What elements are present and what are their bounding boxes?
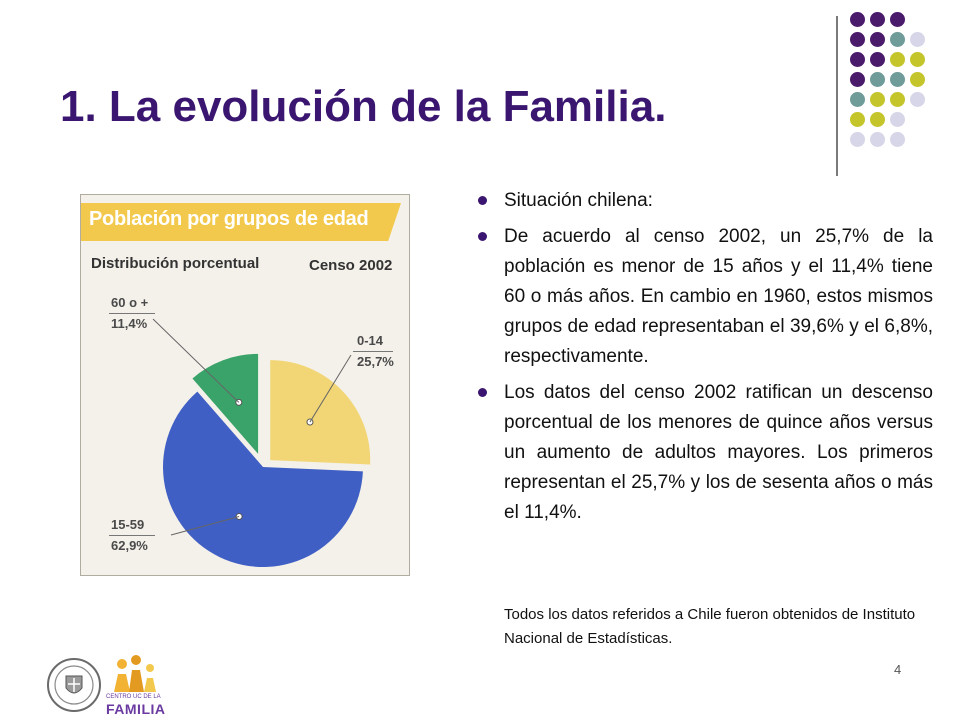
bullet-item: Situación chilena:: [478, 186, 933, 216]
bullet-item: Los datos del censo 2002 ratifican un de…: [478, 378, 933, 528]
slice-label-15-59: 15-59 62,9%: [109, 517, 155, 553]
purple-dot: [890, 12, 905, 27]
label-rule: [109, 535, 155, 536]
pie-chart-card: Población por grupos de edad Distribució…: [80, 194, 410, 576]
lavender-dot: [910, 32, 925, 47]
bullet-icon: [478, 232, 487, 241]
slice-value-15-59: 62,9%: [111, 538, 148, 553]
teal-dot: [870, 72, 885, 87]
slice-leader-line: [309, 354, 352, 423]
olive-dot: [910, 52, 925, 67]
bullet-text: De acuerdo al censo 2002, un 25,7% de la…: [504, 226, 933, 367]
slice-marker: [306, 418, 314, 426]
lavender-dot: [850, 132, 865, 147]
chart-subtitle: Distribución porcentual: [91, 255, 260, 272]
lavender-dot: [870, 132, 885, 147]
source-note: Todos los datos referidos a Chile fueron…: [504, 606, 916, 647]
pie-slice-0-14: [270, 360, 371, 465]
slice-category-60-plus: 60 o +: [111, 295, 149, 310]
olive-dot: [890, 92, 905, 107]
teal-dot: [890, 72, 905, 87]
label-rule: [353, 351, 393, 352]
olive-dot: [910, 72, 925, 87]
purple-dot: [850, 52, 865, 67]
slice-value-0-14: 25,7%: [357, 354, 394, 369]
purple-dot: [850, 12, 865, 27]
pie-chart: [152, 318, 371, 567]
chart-title: Población por grupos de edad: [89, 208, 369, 230]
purple-dot: [870, 32, 885, 47]
slice-label-60-plus: 60 o + 11,4%: [109, 295, 155, 331]
purple-dot: [850, 32, 865, 47]
olive-dot: [850, 112, 865, 127]
page-number: 4: [894, 662, 902, 677]
slice-category-0-14: 0-14: [357, 333, 384, 348]
chart-banner: Población por grupos de edad: [81, 203, 401, 241]
lavender-dot: [890, 112, 905, 127]
olive-dot: [870, 112, 885, 127]
university-seal-logo: [47, 658, 101, 712]
logo-caption: CENTRO UC DE LA: [106, 694, 161, 700]
teal-dot: [890, 32, 905, 47]
logo-wordmark: FAMILIA: [106, 701, 166, 717]
slice-leader-line: [152, 318, 240, 403]
pie-slice-60-plus: [192, 353, 259, 454]
purple-dot: [850, 72, 865, 87]
lavender-dot: [890, 132, 905, 147]
teal-dot: [850, 92, 865, 107]
purple-dot: [870, 12, 885, 27]
slide-title: 1. La evolución de la Familia.: [60, 82, 667, 131]
lavender-dot: [910, 92, 925, 107]
label-rule: [109, 313, 155, 314]
content-bullets: Situación chilena: De acuerdo al censo 2…: [478, 186, 933, 534]
slice-leader-line: [170, 516, 240, 536]
decorative-dot-grid: [850, 12, 956, 158]
slice-label-0-14: 0-14 25,7%: [353, 333, 394, 369]
bullet-item: De acuerdo al censo 2002, un 25,7% de la…: [478, 222, 933, 372]
olive-dot: [890, 52, 905, 67]
bullet-text: Situación chilena:: [504, 190, 653, 211]
bullet-icon: [478, 388, 487, 397]
bullet-text: Los datos del censo 2002 ratifican un de…: [504, 382, 933, 523]
slice-category-15-59: 15-59: [111, 517, 145, 532]
bullet-icon: [478, 196, 487, 205]
decorative-vertical-line: [836, 16, 838, 176]
centro-familia-logo: CENTRO UC DE LA FAMILIA: [104, 652, 176, 717]
purple-dot: [870, 52, 885, 67]
chart-census-label: Censo 2002: [309, 257, 393, 274]
olive-dot: [870, 92, 885, 107]
family-figures-icon: [114, 655, 156, 692]
slice-value-60-plus: 11,4%: [111, 316, 148, 331]
